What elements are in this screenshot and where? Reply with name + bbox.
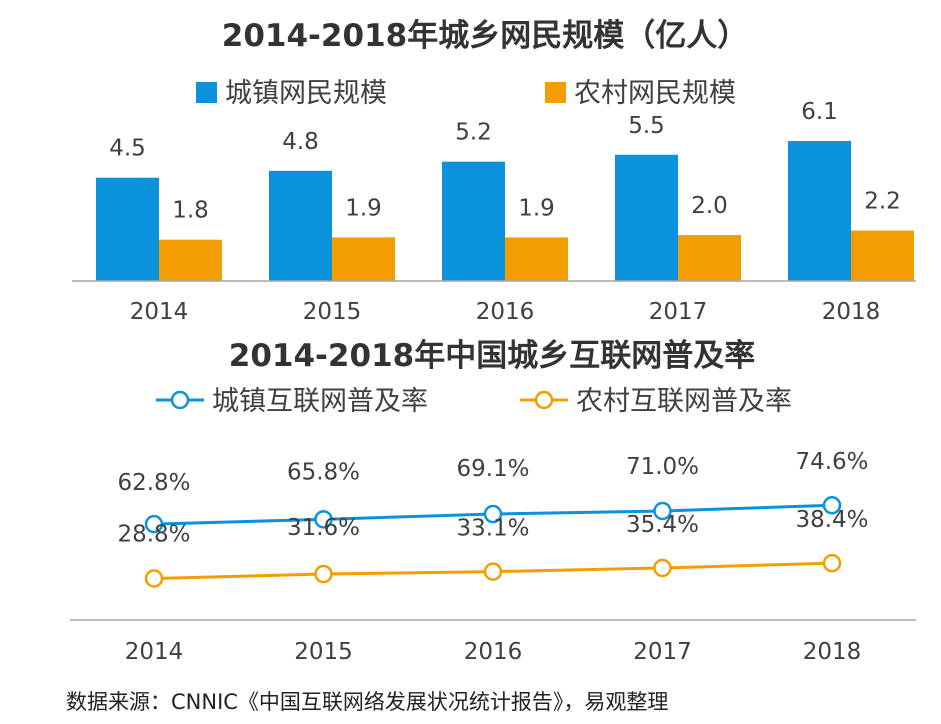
line-point-urban-rate-2018 [822,495,842,515]
bar-rural-users-2017 [678,235,741,281]
bar-x-tick-2015: 2015 [303,299,362,325]
bar-label-urban-users-2016: 5.2 [455,120,492,146]
legend-label-urban-rate: 城镇互联网普及率 [212,386,428,417]
line-point-rural-rate-2017 [653,558,672,578]
bar-label-rural-users-2017: 2.0 [691,193,728,219]
line-point-rural-rate-2014 [144,569,164,588]
line-label-rural-rate-2015: 31.6% [287,515,360,541]
line-label-urban-rate-2017: 71.0% [626,454,699,480]
bar-urban-users-2018 [788,141,851,281]
line-x-tick-2017: 2017 [633,639,692,665]
line-label-rural-rate-2014: 28.8% [117,522,190,548]
bar-rural-users-2014 [159,239,222,281]
line-x-tick-2016: 2016 [464,639,523,665]
line-label-urban-rate-2018: 74.6% [795,449,868,475]
line-label-urban-rate-2015: 65.8% [287,459,360,485]
legend-marker-rural-rate [534,390,554,410]
bar-label-rural-users-2016: 1.9 [518,195,555,221]
bar-rural-users-2018 [851,230,914,281]
line-x-tick-2014: 2014 [125,639,184,665]
bar-rural-users-2015 [332,237,395,281]
line-x-tick-2018: 2018 [803,639,862,665]
legend-marker-urban-rate [170,390,190,410]
legend-label-rural-users: 农村网民规模 [574,78,736,109]
legend-swatch-rural-users [545,82,566,103]
legend-label-rural-rate: 农村互联网普及率 [576,386,792,417]
bar-rural-users-2016 [505,237,568,281]
bar-label-rural-users-2015: 1.9 [345,195,382,221]
bar-urban-users-2014 [96,177,159,281]
bar-label-urban-users-2018: 6.1 [801,99,838,125]
bar-label-rural-users-2018: 2.2 [864,189,901,215]
legend-swatch-urban-users [196,82,217,103]
source-note: 数据来源：CNNIC《中国互联网络发展状况统计报告》，易观整理 [66,690,669,714]
bar-chart-title: 2014-2018年城乡网民规模（亿人） [222,18,748,54]
line-chart-title: 2014-2018年中国城乡互联网普及率 [229,338,755,374]
bar-label-rural-users-2014: 1.8 [172,198,209,224]
legend-label-urban-users: 城镇网民规模 [225,78,387,109]
line-point-urban-rate-2015 [314,510,333,529]
line-chart-x-ticks: 2014 2015 2016 2017 2018 [125,639,862,665]
line-point-urban-rate-2014 [144,514,164,534]
bar-x-tick-2014: 2014 [130,299,189,325]
line-label-rural-rate-2018: 38.4% [795,507,868,533]
line-label-urban-rate-2016: 69.1% [456,456,529,482]
bar-label-urban-users-2017: 5.5 [628,113,665,139]
bar-label-urban-users-2014: 4.5 [109,136,146,162]
bar-urban-users-2017 [615,154,678,281]
bar-chart-plot: 4.5 1.8 4.8 1.9 5.2 1.9 5.5 2.0 6.1 2.2 [96,99,914,281]
line-label-rural-rate-2016: 33.1% [456,516,529,542]
bar-x-tick-2016: 2016 [476,299,535,325]
bar-x-tick-2017: 2017 [649,299,708,325]
line-point-rural-rate-2016 [483,562,503,581]
line-point-rural-rate-2018 [822,553,842,573]
bar-urban-users-2015 [269,170,332,281]
line-point-rural-rate-2015 [314,564,333,584]
line-x-tick-2015: 2015 [294,639,353,665]
line-label-rural-rate-2017: 35.4% [626,512,699,538]
line-label-urban-rate-2014: 62.8% [117,470,190,496]
line-point-urban-rate-2016 [483,504,503,524]
line-point-urban-rate-2017 [653,501,672,521]
bar-x-tick-2018: 2018 [822,299,881,325]
bar-chart-x-ticks: 2014 2015 2016 2017 2018 [130,299,881,325]
bar-label-urban-users-2015: 4.8 [282,129,319,155]
bar-urban-users-2016 [442,161,505,281]
line-chart-plot: 62.8% 65.8% 69.1% 71.0% 74.6% 28.8% 31.6% 33.1%… [117,449,869,588]
